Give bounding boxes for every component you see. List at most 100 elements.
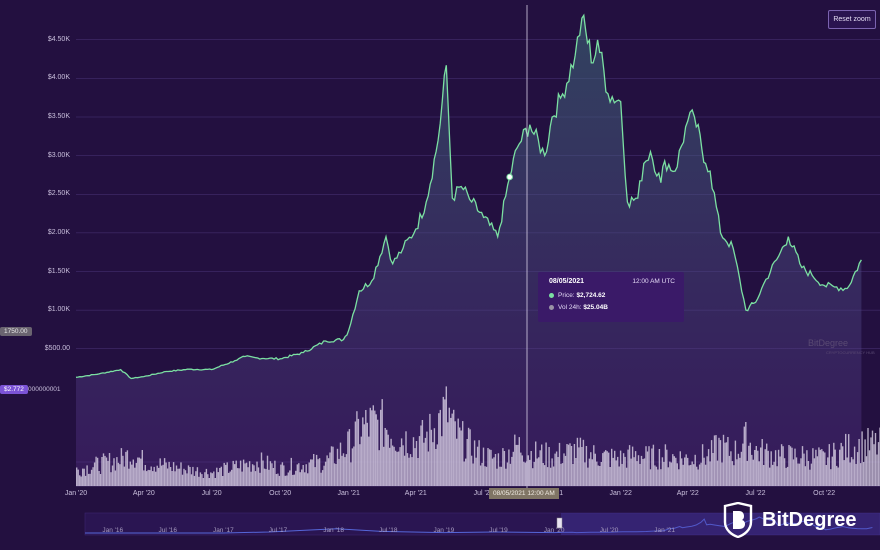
tooltip-volume-label: Vol 24h: bbox=[558, 304, 582, 311]
volume-bar bbox=[698, 464, 701, 486]
volume-bar bbox=[204, 472, 206, 486]
volume-bar bbox=[326, 455, 328, 486]
volume-bar bbox=[196, 467, 199, 486]
volume-bar bbox=[502, 448, 504, 486]
volume-bar bbox=[120, 448, 123, 486]
volume-bar bbox=[602, 453, 604, 486]
volume-bar bbox=[378, 450, 380, 486]
volume-bar bbox=[509, 463, 512, 486]
volume-bar bbox=[704, 464, 707, 486]
volume-bar bbox=[108, 453, 111, 486]
volume-bar bbox=[763, 465, 765, 486]
volume-bar bbox=[357, 418, 360, 486]
volume-bar bbox=[138, 457, 140, 486]
reset-zoom-button[interactable]: Reset zoom bbox=[828, 10, 876, 29]
navigator-tick-label: Jan '17 bbox=[212, 527, 234, 534]
volume-bar bbox=[156, 465, 158, 486]
volume-bar bbox=[87, 473, 90, 486]
volume-bar bbox=[208, 478, 210, 486]
volume-bar bbox=[225, 464, 227, 486]
volume-bar bbox=[545, 442, 547, 486]
volume-bar bbox=[441, 436, 443, 486]
volume-bar bbox=[795, 457, 798, 486]
volume-bar bbox=[815, 449, 817, 486]
volume-bar bbox=[712, 453, 714, 486]
volume-bar bbox=[462, 421, 464, 486]
navigator-frame bbox=[84, 512, 880, 536]
volume-bar bbox=[774, 450, 777, 486]
volume-bar bbox=[286, 475, 288, 486]
volume-bar bbox=[848, 434, 850, 486]
volume-bar bbox=[849, 462, 851, 486]
volume-bar bbox=[238, 468, 240, 486]
volume-bar bbox=[287, 472, 289, 486]
volume-bar bbox=[813, 458, 816, 486]
volume-bar bbox=[538, 457, 540, 486]
volume-bar bbox=[862, 462, 865, 486]
volume-bar bbox=[842, 446, 844, 486]
volume-bar bbox=[183, 468, 185, 486]
navigator-handle[interactable] bbox=[556, 517, 563, 529]
volume-bar bbox=[475, 457, 477, 486]
volume-bar bbox=[427, 451, 430, 486]
volume-bar bbox=[853, 446, 856, 486]
volume-bar bbox=[122, 455, 124, 486]
volume-bar bbox=[760, 447, 762, 486]
volume-bar bbox=[459, 427, 461, 486]
volume-bar bbox=[299, 472, 301, 486]
volume-bar bbox=[628, 445, 631, 486]
volume-bar bbox=[541, 444, 543, 486]
volume-bar bbox=[678, 469, 680, 486]
volume-bar bbox=[374, 410, 376, 486]
volume-bar bbox=[377, 419, 379, 486]
volume-bar bbox=[576, 437, 579, 486]
volume-bar bbox=[387, 434, 389, 486]
volume-bar bbox=[608, 452, 610, 486]
navigator-tick-label: Jul '16 bbox=[158, 527, 178, 534]
volume-bar bbox=[691, 461, 693, 486]
x-tick-label: Oct '20 bbox=[269, 490, 292, 497]
volume-bar bbox=[709, 461, 711, 486]
volume-bar bbox=[776, 466, 778, 486]
volume-bar bbox=[855, 463, 857, 486]
volume-bar bbox=[552, 466, 555, 486]
y-tick-label: $4.50K bbox=[47, 35, 70, 43]
volume-bar bbox=[134, 467, 136, 486]
x-tick-label: Jul '20 bbox=[201, 490, 222, 497]
volume-bar bbox=[324, 461, 327, 486]
y-tick-label: $4.00K bbox=[47, 74, 70, 82]
volume-bar bbox=[280, 464, 282, 486]
volume-bar bbox=[453, 409, 455, 486]
volume-bar bbox=[701, 444, 704, 486]
volume-bar bbox=[150, 466, 152, 486]
volume-bar bbox=[433, 428, 436, 486]
y-tick-label: $500.00 bbox=[44, 344, 70, 352]
volume-bar bbox=[307, 473, 309, 486]
volume-bar bbox=[651, 448, 653, 486]
volume-bar bbox=[403, 455, 406, 486]
volume-bar bbox=[630, 458, 632, 486]
volume-bar bbox=[421, 420, 424, 486]
volume-dot-icon bbox=[549, 304, 554, 310]
volume-bar bbox=[442, 396, 444, 486]
volume-bar bbox=[289, 470, 291, 486]
volume-bar bbox=[619, 450, 622, 486]
volume-bar bbox=[533, 461, 535, 486]
volume-bar bbox=[211, 473, 213, 486]
volume-bar bbox=[551, 458, 553, 486]
volume-bar bbox=[436, 444, 438, 486]
volume-bar bbox=[269, 461, 272, 486]
volume-bar bbox=[755, 446, 757, 486]
volume-bar bbox=[165, 462, 167, 486]
volume-bar bbox=[758, 461, 760, 486]
volume-bar bbox=[210, 472, 212, 486]
volume-bar bbox=[417, 458, 419, 486]
volume-bar bbox=[555, 451, 558, 486]
volume-bar bbox=[341, 455, 343, 486]
volume-bar bbox=[140, 458, 142, 486]
volume-bar bbox=[146, 471, 148, 486]
volume-bar bbox=[605, 450, 607, 486]
tooltip-price-row: Price: $2,724.62 bbox=[549, 292, 605, 299]
x-tick-label: Jul '22 bbox=[745, 490, 766, 497]
volume-bar bbox=[350, 462, 352, 486]
